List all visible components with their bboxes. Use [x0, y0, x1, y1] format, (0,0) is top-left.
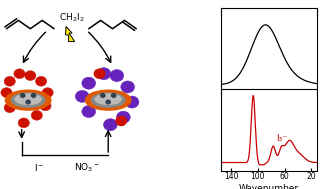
Ellipse shape	[91, 93, 125, 107]
Circle shape	[26, 100, 30, 104]
Circle shape	[82, 77, 96, 89]
Circle shape	[42, 88, 53, 98]
X-axis label: Wavenumber: Wavenumber	[239, 184, 299, 189]
Text: NO$_3$$^-$: NO$_3$$^-$	[74, 162, 99, 174]
Ellipse shape	[5, 90, 51, 110]
Circle shape	[121, 81, 135, 93]
Circle shape	[106, 100, 110, 104]
Polygon shape	[66, 26, 75, 42]
Circle shape	[110, 70, 124, 82]
Ellipse shape	[15, 94, 41, 105]
Circle shape	[4, 76, 16, 86]
Circle shape	[40, 101, 51, 111]
Circle shape	[116, 111, 130, 123]
Circle shape	[14, 69, 25, 79]
Circle shape	[4, 103, 16, 113]
Circle shape	[94, 69, 105, 78]
Ellipse shape	[86, 90, 131, 110]
Ellipse shape	[95, 94, 121, 105]
Circle shape	[18, 118, 29, 128]
Text: I$^-$: I$^-$	[34, 162, 44, 173]
Circle shape	[31, 110, 42, 120]
Circle shape	[125, 96, 139, 108]
Circle shape	[116, 116, 126, 125]
Circle shape	[21, 94, 25, 97]
Circle shape	[36, 76, 47, 86]
Text: CH$_2$I$_2$: CH$_2$I$_2$	[59, 12, 84, 24]
Circle shape	[75, 90, 89, 102]
Text: I₃⁻: I₃⁻	[276, 134, 287, 143]
Circle shape	[31, 94, 36, 97]
Circle shape	[111, 94, 116, 97]
Circle shape	[103, 119, 117, 131]
Circle shape	[25, 71, 36, 81]
Circle shape	[1, 88, 12, 98]
Ellipse shape	[11, 93, 45, 107]
Circle shape	[97, 68, 111, 80]
Circle shape	[82, 105, 96, 118]
Circle shape	[101, 94, 105, 97]
